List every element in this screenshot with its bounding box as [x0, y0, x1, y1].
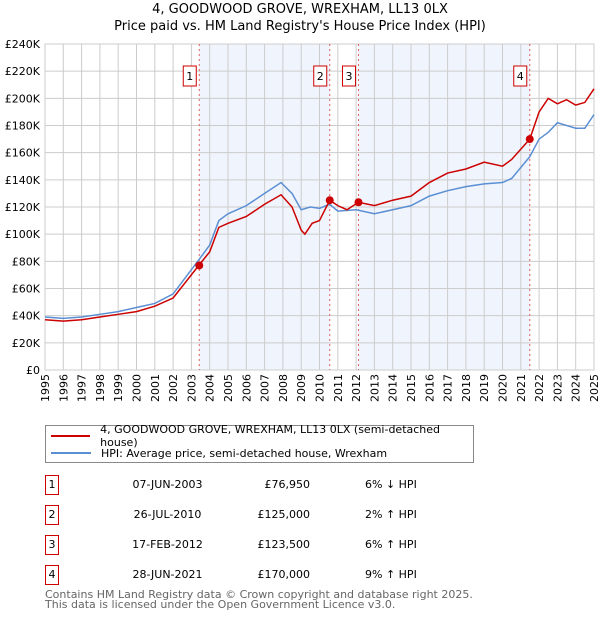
plot-border [44, 43, 595, 371]
x-tick-label: 2002 [167, 374, 180, 402]
footer: Contains HM Land Registry data © Crown c… [45, 588, 473, 611]
x-tick-label: 2012 [350, 374, 363, 402]
x-tick-label: 2000 [131, 374, 144, 402]
x-tick-label: 2016 [423, 374, 436, 402]
y-tick-label: £0 [26, 364, 40, 377]
sale-label-box: 4 [513, 65, 528, 87]
sale-price: £123,500 [257, 538, 311, 551]
y-tick-label: £220K [5, 65, 41, 78]
sale-date: 28-JUN-2021 [132, 568, 203, 581]
x-tick-label: 2004 [204, 374, 217, 402]
sale-label-border [341, 65, 356, 87]
sale-label: 4 [517, 70, 524, 83]
sale-date: 17-FEB-2012 [132, 538, 203, 551]
x-tick-label: 2009 [295, 374, 308, 402]
sale-hpi-diff: 2% ↑ HPI [365, 508, 417, 521]
x-tick-label: 2025 [588, 374, 600, 402]
y-tick-label: £40K [12, 310, 41, 323]
sale-date: 07-JUN-2003 [132, 478, 203, 491]
sale-point [354, 198, 363, 207]
sale-number: 3 [45, 535, 59, 555]
x-tick-label: 2018 [460, 374, 473, 402]
y-tick-label: £140K [5, 174, 41, 187]
plot-area: 1995 1996 1997 1998 1999 2000 2001 2002 2003 2004… [5, 38, 600, 402]
legend-swatch [51, 435, 91, 437]
x-tick-label: 2008 [277, 374, 290, 402]
sale-label: 3 [345, 70, 352, 83]
sale-label-border [513, 65, 528, 87]
sale-date: 26-JUL-2010 [133, 508, 202, 521]
footer-line: This data is licensed under the Open Gov… [45, 598, 396, 611]
y-tick-label: £240K [5, 38, 41, 51]
sale-hpi-diff: 6% ↓ HPI [365, 478, 417, 491]
sale-number: 1 [45, 475, 59, 495]
x-tick-label: 1997 [76, 374, 89, 402]
x-tick-label: 2007 [259, 374, 272, 402]
sale-row: 4 28-JUN-2021 £170,000 9% ↑ HPI [45, 565, 465, 585]
x-tick-label: 2001 [149, 374, 162, 402]
legend: 4, GOODWOOD GROVE, WREXHAM, LL13 0LX (se… [45, 423, 474, 463]
sale-label: 1 [186, 70, 193, 83]
sale-point [525, 135, 534, 144]
x-tick-label: 2013 [368, 374, 381, 402]
sale-point [195, 261, 204, 270]
sale-price: £76,950 [264, 478, 311, 491]
y-tick-label: £180K [5, 120, 41, 133]
y-tick-label: £200K [5, 92, 41, 105]
legend-item-hpi: HPI: Average price, semi-detached house,… [51, 445, 387, 461]
sale-label-border [313, 65, 328, 87]
sale-label-box: 2 [313, 65, 328, 87]
sale-row: 1 07-JUN-2003 £76,950 6% ↓ HPI [45, 475, 465, 495]
sale-price: £125,000 [257, 508, 311, 521]
x-tick-label: 2022 [533, 374, 546, 402]
x-tick-label: 2019 [478, 374, 491, 402]
chart-title: 4, GOODWOOD GROVE, WREXHAM, LL13 0LX [152, 2, 448, 17]
sale-label: 2 [317, 70, 324, 83]
x-tick-label: 2024 [570, 374, 583, 402]
y-tick-label: £160K [5, 147, 41, 160]
sale-row: 3 17-FEB-2012 £123,500 6% ↑ HPI [45, 535, 465, 555]
x-tick-label: 1998 [94, 374, 107, 402]
legend-swatch [51, 452, 91, 454]
x-tick-label: 2011 [332, 374, 345, 402]
x-tick-label: 2005 [222, 374, 235, 402]
sale-hpi-diff: 6% ↑ HPI [365, 538, 417, 551]
x-tick-label: 1995 [39, 374, 52, 402]
x-tick-label: 2015 [405, 374, 418, 402]
footer-line: Contains HM Land Registry data © Crown c… [45, 588, 473, 601]
y-tick-label: £120K [5, 201, 41, 214]
sale-point [325, 196, 334, 205]
sale-price: £170,000 [257, 568, 311, 581]
x-tick-label: 2021 [515, 374, 528, 402]
x-tick-label: 2014 [387, 374, 400, 402]
x-tick-label: 2017 [442, 374, 455, 402]
sale-label-box: 3 [341, 65, 356, 87]
x-tick-label: 1996 [57, 374, 70, 402]
x-tick-label: 1999 [112, 374, 125, 402]
y-tick-label: £60K [12, 283, 41, 296]
sale-label-box: 1 [182, 65, 197, 87]
sale-number: 2 [45, 505, 59, 525]
x-tick-label: 2010 [314, 374, 327, 402]
y-tick-label: £80K [12, 255, 41, 268]
legend-label: HPI: Average price, semi-detached house,… [101, 446, 388, 460]
chart-subtitle: Price paid vs. HM Land Registry's House … [114, 19, 486, 34]
legend-item-property: 4, GOODWOOD GROVE, WREXHAM, LL13 0LX (se… [51, 423, 473, 449]
sale-label-border [182, 65, 197, 87]
legend-label: 4, GOODWOOD GROVE, WREXHAM, LL13 0LX (se… [100, 423, 441, 449]
hpi-series-line [44, 114, 595, 320]
y-tick-label: £20K [12, 337, 41, 350]
sale-row: 2 26-JUL-2010 £125,000 2% ↑ HPI [45, 505, 465, 525]
x-tick-label: 2020 [497, 374, 510, 402]
x-tick-label: 2003 [185, 374, 198, 402]
y-tick-label: £100K [5, 228, 41, 241]
sale-number: 4 [45, 565, 59, 585]
x-tick-label: 2006 [240, 374, 253, 402]
sale-hpi-diff: 9% ↑ HPI [365, 568, 417, 581]
x-tick-label: 2023 [551, 374, 564, 402]
